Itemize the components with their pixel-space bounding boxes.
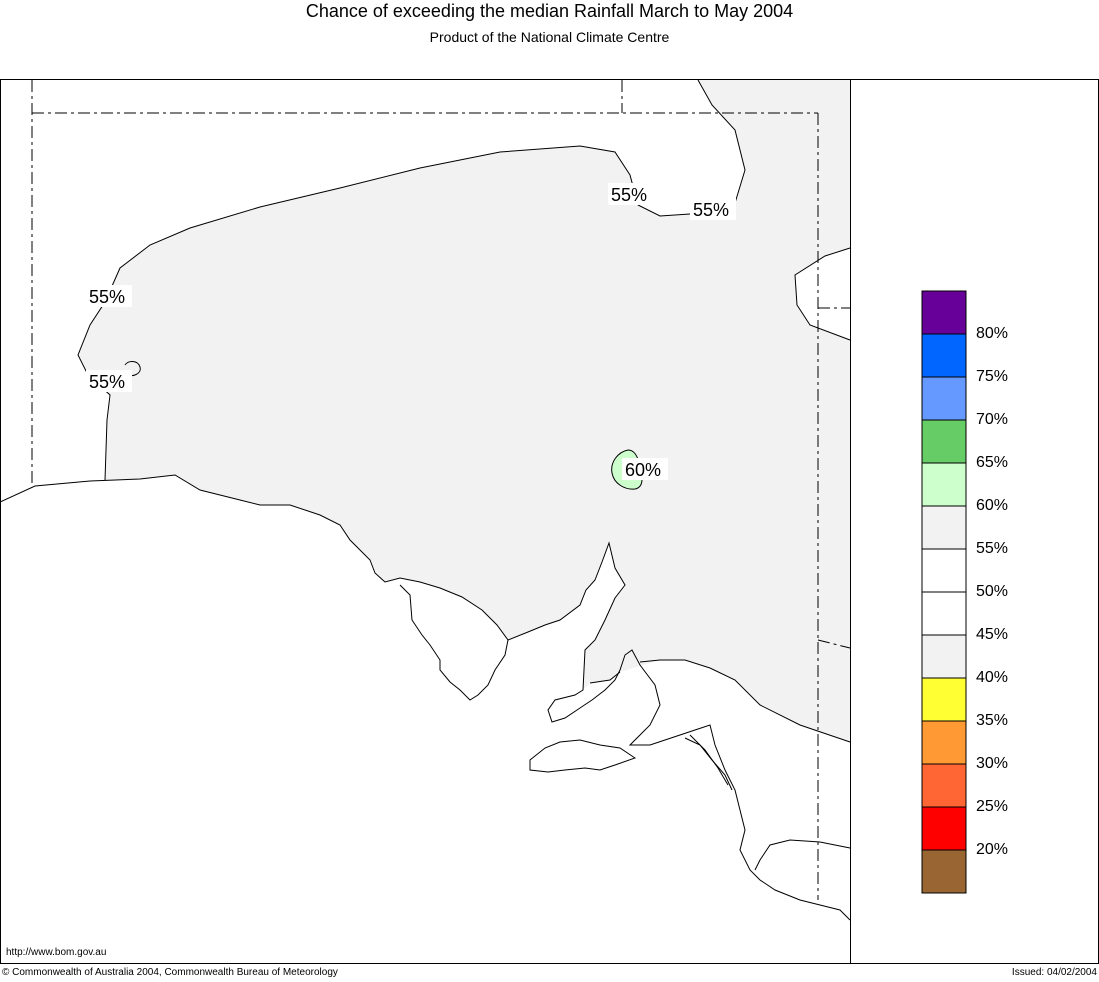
- contour-label: 55%: [611, 185, 647, 205]
- legend-swatch: [921, 419, 967, 464]
- legend-frame: [850, 79, 1099, 964]
- legend-label: 75%: [976, 368, 1009, 385]
- legend-swatch: [921, 548, 967, 593]
- legend-label: 80%: [976, 325, 1009, 342]
- legend-label: 40%: [976, 669, 1009, 686]
- contour-label: 55%: [89, 372, 125, 392]
- legend-label: 35%: [976, 712, 1009, 729]
- legend-swatch: [921, 591, 967, 636]
- legend-label: 30%: [976, 755, 1009, 772]
- legend-label: 20%: [976, 841, 1009, 858]
- contour-label: 55%: [693, 200, 729, 220]
- legend-swatch: [921, 720, 967, 765]
- footer-copyright: © Commonwealth of Australia 2004, Common…: [2, 967, 338, 978]
- legend-label: 60%: [976, 497, 1009, 514]
- legend-label: 50%: [976, 583, 1009, 600]
- legend-label: 45%: [976, 626, 1009, 643]
- contour-label: 55%: [89, 287, 125, 307]
- legend-label: 25%: [976, 798, 1009, 815]
- legend-swatch: [921, 333, 967, 378]
- legend-label: 70%: [976, 411, 1009, 428]
- legend-swatch: [921, 849, 967, 894]
- map-title: Chance of exceeding the median Rainfall …: [305, 1, 794, 21]
- legend-swatch: [921, 634, 967, 679]
- contour-label: 60%: [625, 460, 661, 480]
- legend-label: 55%: [976, 540, 1009, 557]
- coastline: [0, 474, 851, 921]
- legend-swatch: [921, 806, 967, 851]
- contour-labels: 55% 55% 55% 55% 60%: [86, 183, 736, 480]
- rainfall-map: 55% 55% 55% 55% 60%: [0, 79, 1099, 964]
- legend-swatch: [921, 376, 967, 421]
- footer-url[interactable]: http://www.bom.gov.au: [6, 947, 107, 958]
- map-subtitle: Product of the National Climate Centre: [429, 29, 670, 45]
- legend-swatch: [921, 505, 967, 550]
- legend-swatch: [921, 290, 967, 335]
- legend-swatch: [921, 462, 967, 507]
- legend-swatch: [921, 677, 967, 722]
- footer-issued: Issued: 04/02/2004: [1011, 967, 1097, 978]
- legend-color-bar: [921, 290, 967, 894]
- state-borders: [31, 80, 851, 900]
- legend-swatch: [921, 763, 967, 808]
- shaded-region-55: [78, 80, 850, 742]
- legend-label: 65%: [976, 454, 1009, 471]
